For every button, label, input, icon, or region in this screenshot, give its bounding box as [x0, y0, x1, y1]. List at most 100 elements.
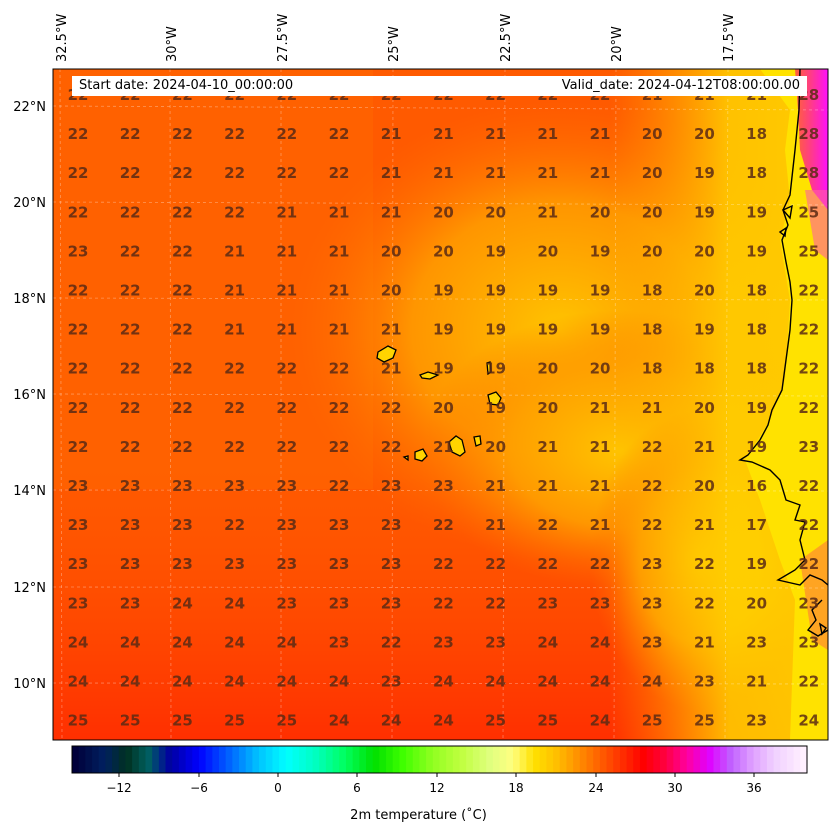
grid-value: 24 — [590, 673, 611, 691]
grid-value: 20 — [590, 203, 611, 221]
colorbar-swatch — [158, 746, 167, 773]
colorbar-swatch — [366, 746, 374, 773]
grid-value: 23 — [433, 477, 454, 495]
colorbar-swatch — [773, 746, 781, 773]
grid-value: 21 — [537, 164, 558, 182]
grid-value: 24 — [224, 633, 245, 651]
grid-value: 22 — [120, 438, 141, 456]
lat-label: 12°N — [13, 581, 46, 596]
colorbar-swatch — [205, 746, 213, 773]
grid-value: 21 — [694, 516, 715, 534]
grid-value: 25 — [276, 712, 297, 730]
colorbar-swatch — [519, 746, 527, 773]
grid-value: 20 — [537, 399, 558, 417]
colorbar-swatch — [259, 746, 267, 773]
colorbar-swatch — [292, 746, 300, 773]
grid-value: 22 — [172, 282, 193, 300]
colorbar-swatch — [406, 746, 414, 773]
grid-value: 22 — [68, 438, 89, 456]
grid-value: 18 — [642, 360, 663, 378]
grid-value: 21 — [433, 125, 454, 143]
grid-value: 23 — [276, 477, 297, 495]
colorbar-swatch — [125, 746, 133, 773]
grid-value: 22 — [224, 516, 245, 534]
grid-value: 24 — [276, 673, 297, 691]
colorbar-swatch — [633, 746, 641, 773]
grid-value: 22 — [642, 477, 663, 495]
valid-date-label: Valid_date: 2024-04-12T08:00:00.00 — [561, 78, 800, 93]
colorbar-swatch — [786, 746, 795, 773]
grid-value: 23 — [120, 555, 141, 573]
colorbar-tick-label: −12 — [106, 781, 131, 795]
grid-value: 19 — [746, 203, 767, 221]
grid-value: 22 — [68, 125, 89, 143]
grid-value: 19 — [537, 282, 558, 300]
grid-value: 23 — [642, 555, 663, 573]
grid-value: 22 — [798, 282, 819, 300]
colorbar-swatch — [459, 746, 467, 773]
lon-label: 30°W — [165, 26, 180, 62]
grid-value: 21 — [329, 242, 350, 260]
colorbar-swatch — [626, 746, 634, 773]
coastlines — [738, 69, 828, 637]
colorbar-swatch — [726, 746, 735, 773]
grid-value: 18 — [746, 125, 767, 143]
grid-value: 22 — [68, 399, 89, 417]
colorbar-swatch — [419, 746, 427, 773]
grid-value: 25 — [798, 242, 819, 260]
colorbar-swatch — [646, 746, 654, 773]
grid-value: 22 — [120, 321, 141, 339]
grid-value: 20 — [590, 360, 611, 378]
colorbar-swatch — [586, 746, 594, 773]
grid-value: 22 — [224, 125, 245, 143]
colorbar-swatch — [379, 746, 387, 773]
colorbar-swatch — [573, 746, 581, 773]
grid-value: 23 — [276, 516, 297, 534]
colorbar-swatch — [680, 746, 688, 773]
grid-value: 22 — [120, 242, 141, 260]
grid-value: 21 — [590, 399, 611, 417]
grid-value: 24 — [224, 594, 245, 612]
colorbar-swatch — [446, 746, 454, 773]
grid-value: 20 — [537, 242, 558, 260]
grid-value: 20 — [485, 203, 506, 221]
grid-value: 24 — [224, 673, 245, 691]
grid-value: 23 — [172, 516, 193, 534]
start-date-label: Start date: 2024-04-10_00:00:00 — [79, 78, 294, 93]
colorbar-swatch — [98, 746, 107, 773]
colorbar-swatches — [72, 746, 808, 773]
colorbar-swatch — [392, 746, 401, 773]
grid-value: 20 — [694, 477, 715, 495]
colorbar-swatch — [720, 746, 728, 773]
colorbar-swatch — [352, 746, 360, 773]
colorbar-swatch — [639, 746, 648, 773]
grid-value: 22 — [172, 321, 193, 339]
grid-value: 22 — [329, 438, 350, 456]
grid-value: 21 — [381, 203, 402, 221]
grid-value: 22 — [68, 203, 89, 221]
grid-value: 22 — [120, 399, 141, 417]
grid-value: 21 — [381, 125, 402, 143]
grid-value: 20 — [537, 360, 558, 378]
grid-value: 22 — [694, 594, 715, 612]
lon-label: 22.5°W — [499, 14, 514, 62]
colorbar-label: 2m temperature (˚C) — [350, 808, 487, 823]
colorbar-tick-label: 24 — [588, 781, 603, 795]
grid-value: 19 — [590, 282, 611, 300]
colorbar-swatch — [178, 746, 187, 773]
grid-value: 19 — [485, 360, 506, 378]
grid-value: 22 — [329, 360, 350, 378]
colorbar-swatch — [85, 746, 93, 773]
grid-value: 22 — [172, 242, 193, 260]
grid-value: 19 — [746, 399, 767, 417]
grid-value: 23 — [224, 477, 245, 495]
grid-value: 23 — [276, 555, 297, 573]
grid-value: 21 — [485, 516, 506, 534]
grid-value: 28 — [798, 125, 819, 143]
grid-value: 24 — [276, 633, 297, 651]
grid-value: 23 — [746, 633, 767, 651]
grid-value: 22 — [329, 164, 350, 182]
grid-value: 21 — [485, 164, 506, 182]
colorbar-tick-label: −6 — [190, 781, 208, 795]
grid-value: 23 — [120, 594, 141, 612]
